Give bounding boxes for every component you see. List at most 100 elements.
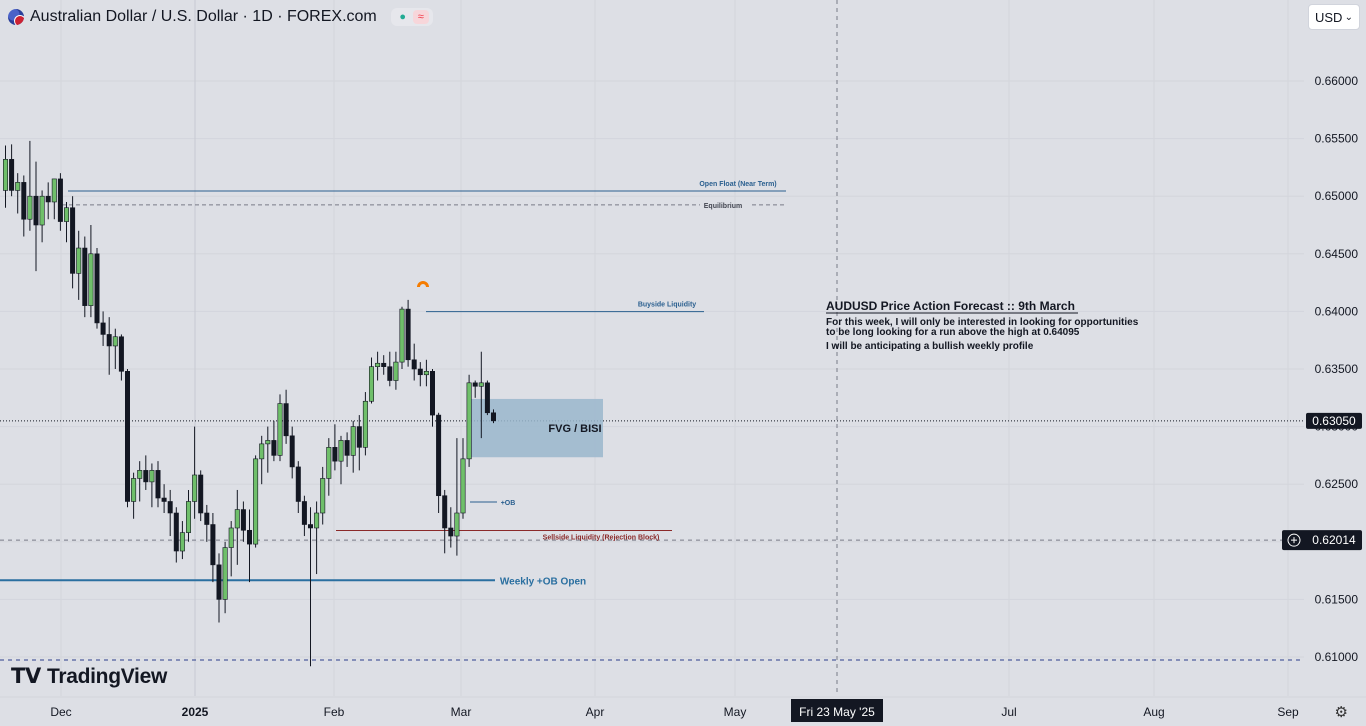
y-tick-label[interactable]: 0.64000 xyxy=(1315,304,1359,318)
candle[interactable] xyxy=(51,178,57,203)
candle[interactable] xyxy=(149,470,155,483)
candle[interactable] xyxy=(307,524,313,529)
y-tick-label[interactable]: 0.64500 xyxy=(1315,247,1359,261)
candle[interactable] xyxy=(76,247,82,274)
x-tick-label[interactable]: Apr xyxy=(586,705,605,719)
candle[interactable] xyxy=(356,426,362,448)
x-tick-label[interactable]: Jul xyxy=(1001,705,1016,719)
candle[interactable] xyxy=(247,529,253,545)
candle[interactable] xyxy=(320,478,326,514)
candle[interactable] xyxy=(82,247,88,306)
candle[interactable] xyxy=(253,458,259,545)
candle[interactable] xyxy=(106,334,112,347)
candle[interactable] xyxy=(21,182,27,220)
candle[interactable] xyxy=(228,527,234,548)
candle[interactable] xyxy=(271,440,277,456)
candle[interactable] xyxy=(259,443,265,460)
x-axis[interactable]: Dec 2025 Feb Mar Apr May Jul Aug Sep Fri 23 May '… xyxy=(0,696,1366,722)
candle[interactable] xyxy=(338,440,344,462)
candle[interactable] xyxy=(9,159,15,191)
candle[interactable] xyxy=(362,400,368,448)
candle[interactable] xyxy=(472,382,478,387)
candle[interactable] xyxy=(478,382,484,387)
currency-select[interactable]: USD ⌄ xyxy=(1308,4,1360,30)
candle[interactable] xyxy=(179,532,185,552)
candle[interactable] xyxy=(210,524,216,566)
candle[interactable] xyxy=(88,253,94,306)
x-tick-label[interactable]: Feb xyxy=(324,705,345,719)
candle[interactable] xyxy=(466,382,472,460)
y-tick-label[interactable]: 0.61500 xyxy=(1315,592,1359,606)
candle[interactable] xyxy=(192,474,198,502)
candle[interactable] xyxy=(375,362,381,367)
candle[interactable] xyxy=(240,509,246,531)
candle[interactable] xyxy=(448,527,454,537)
candle[interactable] xyxy=(33,195,39,226)
add-alert-icon[interactable] xyxy=(1287,533,1301,547)
candle[interactable] xyxy=(454,512,460,537)
candle[interactable] xyxy=(100,322,106,335)
candle[interactable] xyxy=(423,371,429,376)
candle[interactable] xyxy=(222,547,228,600)
x-tick-label[interactable]: Mar xyxy=(451,705,472,719)
candles[interactable] xyxy=(2,140,496,667)
candle[interactable] xyxy=(118,336,124,372)
candle[interactable] xyxy=(167,501,173,514)
candle[interactable] xyxy=(265,440,271,445)
candle[interactable] xyxy=(350,426,356,456)
candle[interactable] xyxy=(490,412,496,422)
candle[interactable] xyxy=(436,414,442,497)
candle[interactable] xyxy=(484,382,490,414)
y-tick-label[interactable]: 0.66000 xyxy=(1315,74,1359,88)
candle[interactable] xyxy=(57,178,63,222)
candle[interactable] xyxy=(198,474,204,514)
candle[interactable] xyxy=(368,366,374,402)
candle[interactable] xyxy=(326,447,332,479)
candle[interactable] xyxy=(204,512,210,525)
y-tick-label[interactable]: 0.62500 xyxy=(1315,477,1359,491)
candle[interactable] xyxy=(442,495,448,529)
candle[interactable] xyxy=(393,361,399,381)
candle[interactable] xyxy=(186,501,192,533)
candle[interactable] xyxy=(131,478,137,502)
candle[interactable] xyxy=(332,447,338,462)
candle[interactable] xyxy=(216,564,222,600)
y-tick-label[interactable]: 0.61000 xyxy=(1315,650,1359,664)
x-tick-label[interactable]: Dec xyxy=(50,705,71,719)
y-tick-label[interactable]: 0.63500 xyxy=(1315,362,1359,376)
status-pill[interactable]: ● ≈ xyxy=(390,8,433,26)
candle[interactable] xyxy=(27,195,33,220)
candle[interactable] xyxy=(161,497,167,502)
x-tick-label[interactable]: May xyxy=(724,705,747,719)
candle[interactable] xyxy=(460,458,466,514)
candle[interactable] xyxy=(143,470,149,483)
candle[interactable] xyxy=(94,253,100,324)
tradingview-logo[interactable]: 𝗧𝗩 TradingView xyxy=(11,664,167,689)
candle[interactable] xyxy=(112,336,118,347)
candle[interactable] xyxy=(45,195,51,203)
symbol-title[interactable]: Australian Dollar / U.S. Dollar · 1D · F… xyxy=(30,8,377,25)
candle[interactable] xyxy=(15,182,21,191)
candle[interactable] xyxy=(277,403,283,456)
candle[interactable] xyxy=(155,470,161,499)
y-tick-label[interactable]: 0.65500 xyxy=(1315,132,1359,146)
candle[interactable] xyxy=(301,501,307,525)
candle[interactable] xyxy=(405,308,411,361)
y-axis[interactable]: 0.66000 0.65500 0.65000 0.64500 0.64000 0.635… xyxy=(1282,74,1362,664)
candle[interactable] xyxy=(417,368,423,376)
candle[interactable] xyxy=(381,362,387,367)
candle[interactable] xyxy=(314,512,320,529)
candle[interactable] xyxy=(295,466,301,502)
candle[interactable] xyxy=(173,512,179,552)
x-tick-label[interactable]: 2025 xyxy=(182,705,209,719)
x-tick-label[interactable]: Aug xyxy=(1143,705,1164,719)
y-tick-label[interactable]: 0.65000 xyxy=(1315,189,1359,203)
candle[interactable] xyxy=(399,308,405,363)
candle[interactable] xyxy=(344,440,350,456)
candle[interactable] xyxy=(39,195,45,226)
candle[interactable] xyxy=(387,366,393,381)
candle[interactable] xyxy=(64,207,70,222)
candle[interactable] xyxy=(70,207,76,274)
candle[interactable] xyxy=(283,403,289,437)
